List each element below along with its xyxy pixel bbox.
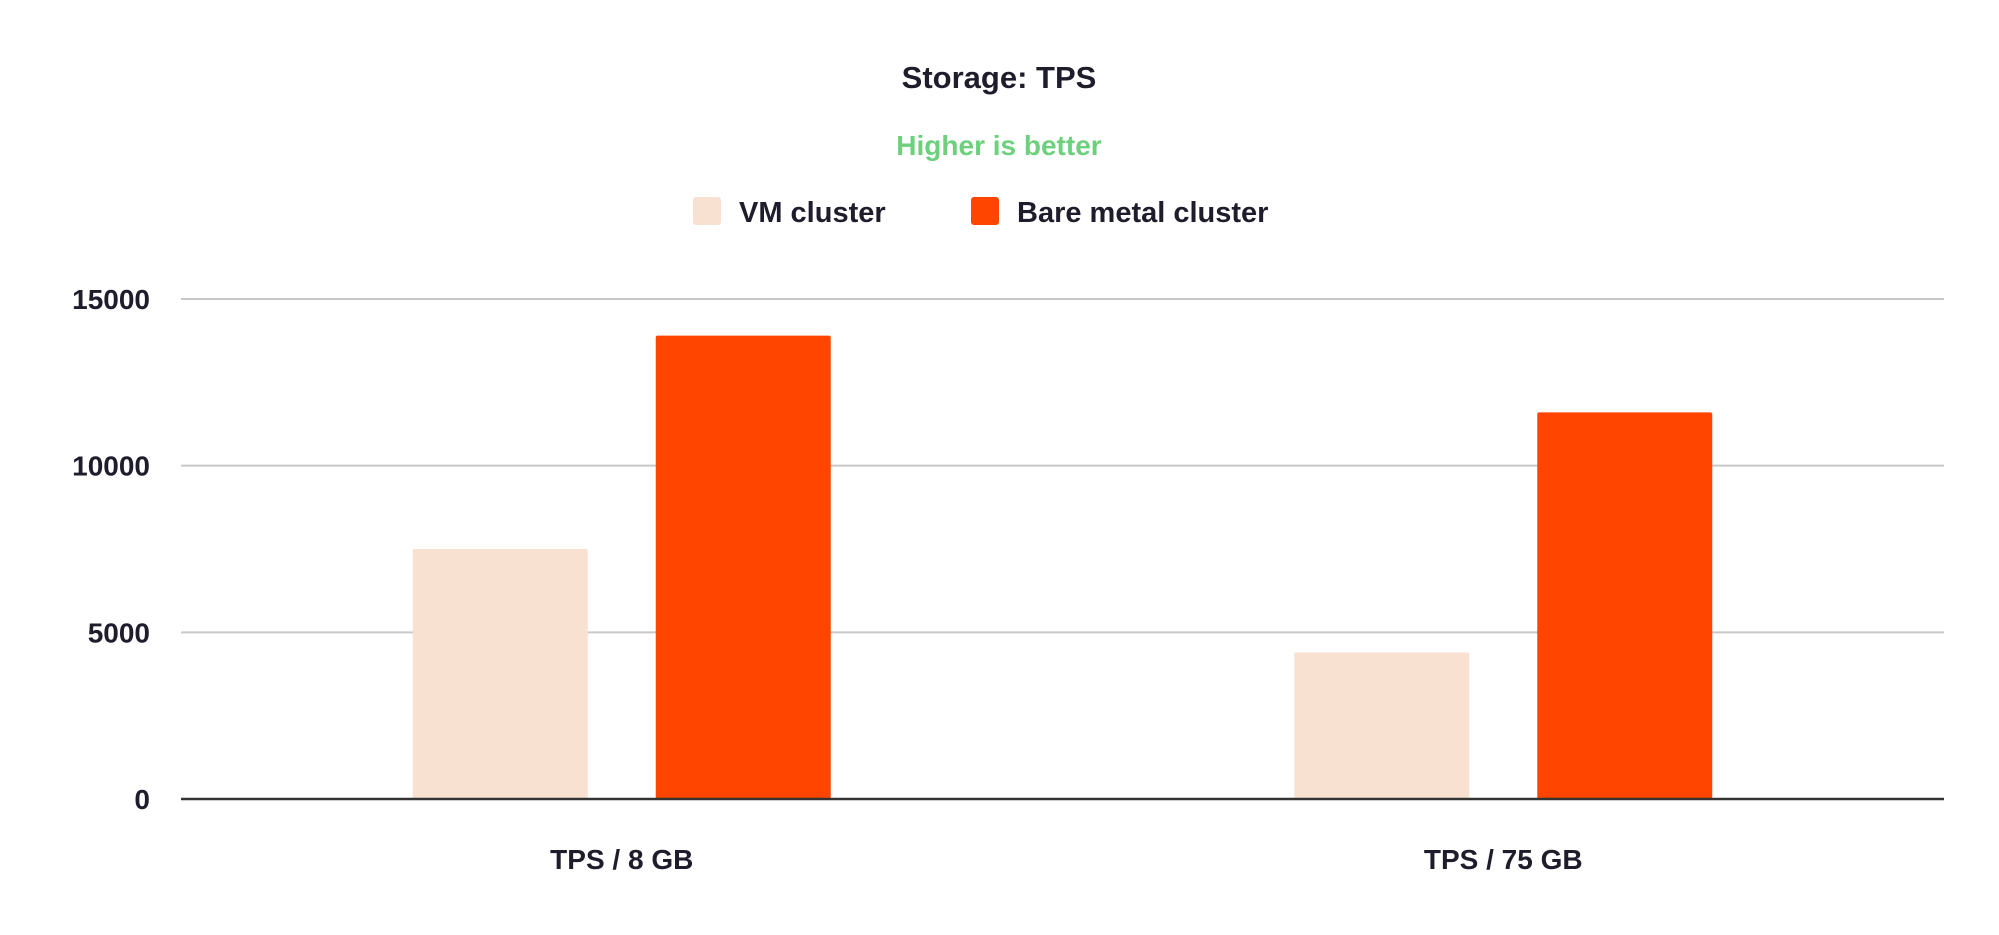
bar-bare-metal-cluster-2 bbox=[1537, 412, 1713, 799]
legend-label-bare-metal-cluster: Bare metal cluster bbox=[1017, 197, 1268, 229]
legend-swatch-bare-metal-cluster bbox=[971, 197, 999, 225]
legend-label-vm-cluster: VM cluster bbox=[739, 197, 886, 229]
x-category-label: TPS / 8 GB bbox=[550, 844, 693, 875]
bar-bare-metal-cluster-1 bbox=[655, 335, 831, 799]
chart-subtitle: Higher is better bbox=[896, 130, 1101, 161]
legend-swatch-vm-cluster bbox=[693, 197, 721, 225]
x-category-label: TPS / 75 GB bbox=[1424, 844, 1583, 875]
y-axis-ticks: 0 5000 10000 15000 bbox=[72, 284, 150, 815]
y-tick-label: 0 bbox=[134, 784, 150, 815]
y-tick-label: 10000 bbox=[72, 451, 150, 482]
bar-vm-cluster-1 bbox=[412, 549, 588, 799]
legend: VM cluster Bare metal cluster bbox=[693, 197, 1268, 229]
bar-vm-cluster-2 bbox=[1294, 652, 1470, 799]
chart-title: Storage: TPS bbox=[902, 60, 1097, 95]
x-axis-categories: TPS / 8 GB TPS / 75 GB bbox=[550, 844, 1582, 875]
y-tick-label: 15000 bbox=[72, 284, 150, 315]
bars bbox=[412, 335, 1713, 799]
y-tick-label: 5000 bbox=[88, 617, 150, 648]
